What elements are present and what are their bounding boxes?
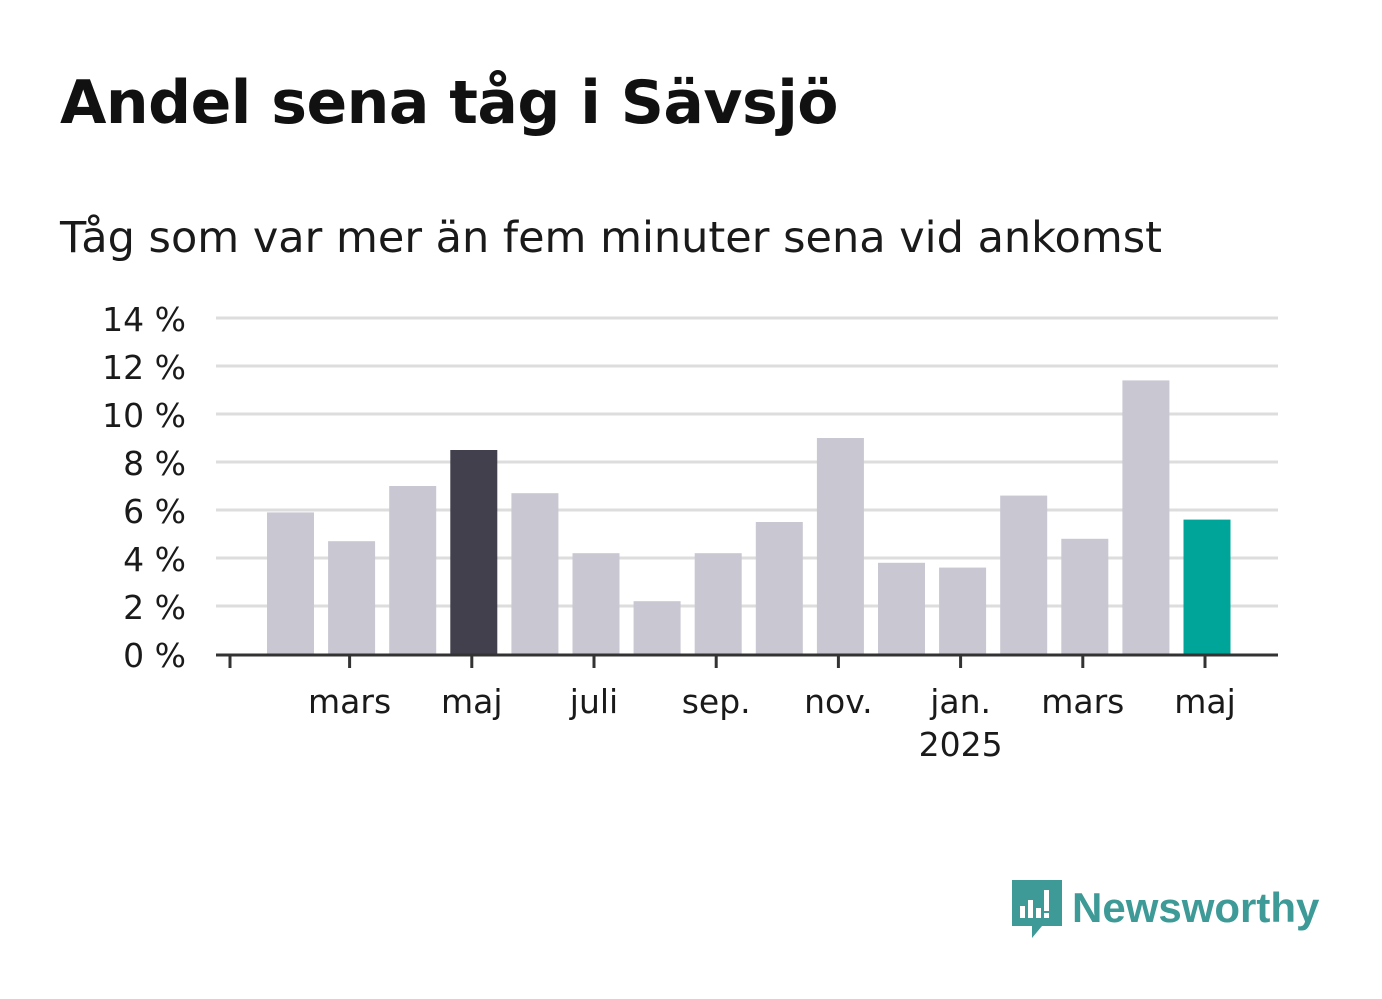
- bar: [511, 493, 559, 654]
- bar: [389, 486, 437, 654]
- bar: [1122, 380, 1170, 654]
- bar: [694, 553, 742, 654]
- bar: [450, 450, 498, 654]
- newsworthy-logo-icon: [1012, 880, 1062, 938]
- x-tick-label: juli: [569, 682, 618, 721]
- y-tick-label: 0 %: [123, 636, 186, 675]
- bar: [816, 438, 864, 654]
- bar: [328, 541, 376, 654]
- x-tick-label: mars: [1041, 682, 1124, 721]
- x-tick-label: maj: [1174, 682, 1236, 721]
- chart-title: Andel sena tåg i Sävsjö: [60, 68, 839, 138]
- y-tick-label: 6 %: [123, 492, 186, 531]
- bar: [1183, 519, 1231, 654]
- x-axis-labels: mars maj juli sep. nov. jan. 2025 mars maj: [308, 682, 1236, 764]
- x-axis: [216, 653, 1278, 668]
- y-tick-label: 8 %: [123, 444, 186, 483]
- x-tick-label: maj: [441, 682, 503, 721]
- bar: [939, 567, 987, 654]
- bar: [267, 512, 314, 654]
- bars: [267, 380, 1231, 654]
- x-tick-year-label: 2025: [919, 725, 1003, 764]
- x-tick-label: jan.: [929, 682, 991, 721]
- y-tick-label: 4 %: [123, 540, 186, 579]
- y-tick-label: 10 %: [102, 396, 186, 435]
- bar: [1000, 495, 1048, 654]
- bar: [572, 553, 620, 654]
- newsworthy-logo-text: Newsworthy: [1072, 884, 1320, 931]
- bar: [755, 522, 803, 654]
- x-tick-label: mars: [308, 682, 391, 721]
- bar: [1061, 538, 1109, 654]
- chart-subtitle: Tåg som var mer än fem minuter sena vid …: [60, 213, 1163, 263]
- y-tick-label: 12 %: [102, 348, 186, 387]
- y-tick-label: 2 %: [123, 588, 186, 627]
- newsworthy-logo: Newsworthy: [1010, 876, 1319, 940]
- bar: [878, 562, 925, 654]
- y-tick-label: 14 %: [102, 300, 186, 339]
- bar-chart: 0 % 2 % 4 % 6 % 8 % 10 % 12 % 14 % mars maj juli s…: [102, 300, 1278, 764]
- bar: [633, 601, 681, 654]
- grid-lines: [216, 316, 1278, 608]
- x-tick-label: nov.: [804, 682, 873, 721]
- y-axis-labels: 0 % 2 % 4 % 6 % 8 % 10 % 12 % 14 %: [102, 300, 186, 675]
- x-tick-label: sep.: [682, 682, 751, 721]
